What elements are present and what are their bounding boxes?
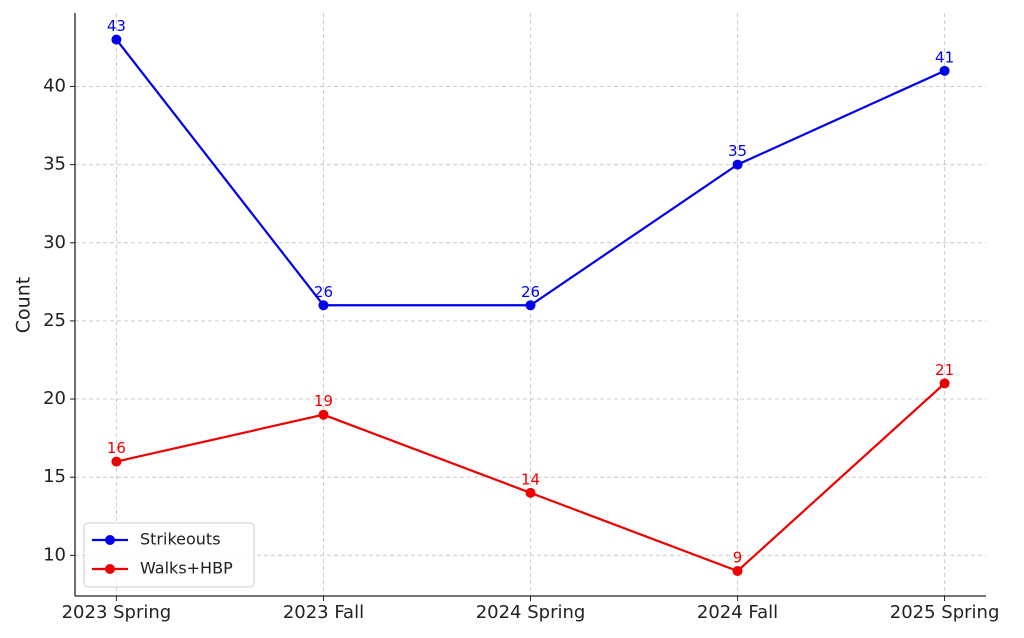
data-point [318, 300, 329, 311]
data-point [732, 565, 743, 576]
data-label: 41 [935, 48, 954, 66]
data-label: 19 [314, 392, 333, 410]
data-label: 35 [728, 142, 747, 160]
x-tick-label: 2023 Spring [62, 602, 172, 623]
data-point [525, 300, 536, 311]
data-label: 14 [521, 470, 540, 488]
x-tick-label: 2024 Spring [476, 602, 586, 623]
x-tick-label: 2024 Fall [697, 602, 778, 623]
data-point [939, 378, 950, 389]
legend-label: Strikeouts [140, 530, 221, 549]
x-tick-label: 2023 Fall [283, 602, 364, 623]
data-label: 16 [107, 439, 126, 457]
data-point [732, 159, 743, 170]
data-point [111, 34, 122, 45]
data-label: 9 [733, 548, 743, 566]
y-tick-label: 10 [43, 544, 66, 565]
data-label: 21 [935, 361, 954, 379]
y-axis-label: Count [13, 277, 35, 333]
data-label: 43 [107, 17, 126, 35]
legend-marker [105, 564, 115, 574]
data-point [525, 487, 536, 498]
legend-marker [105, 535, 115, 545]
y-tick-label: 35 [43, 154, 66, 175]
data-point [318, 409, 329, 420]
y-tick-label: 15 [43, 466, 66, 487]
x-tick-label: 2025 Spring [890, 602, 1000, 623]
legend-label: Walks+HBP [140, 559, 233, 578]
data-point [939, 65, 950, 76]
data-label: 26 [314, 283, 333, 301]
legend: Strikeouts Walks+HBP [83, 522, 255, 588]
data-point [111, 456, 122, 467]
data-label: 26 [521, 283, 540, 301]
y-tick-label: 30 [43, 232, 66, 253]
y-tick-label: 40 [43, 75, 66, 96]
y-tick-label: 20 [43, 388, 66, 409]
y-tick-label: 25 [43, 310, 66, 331]
